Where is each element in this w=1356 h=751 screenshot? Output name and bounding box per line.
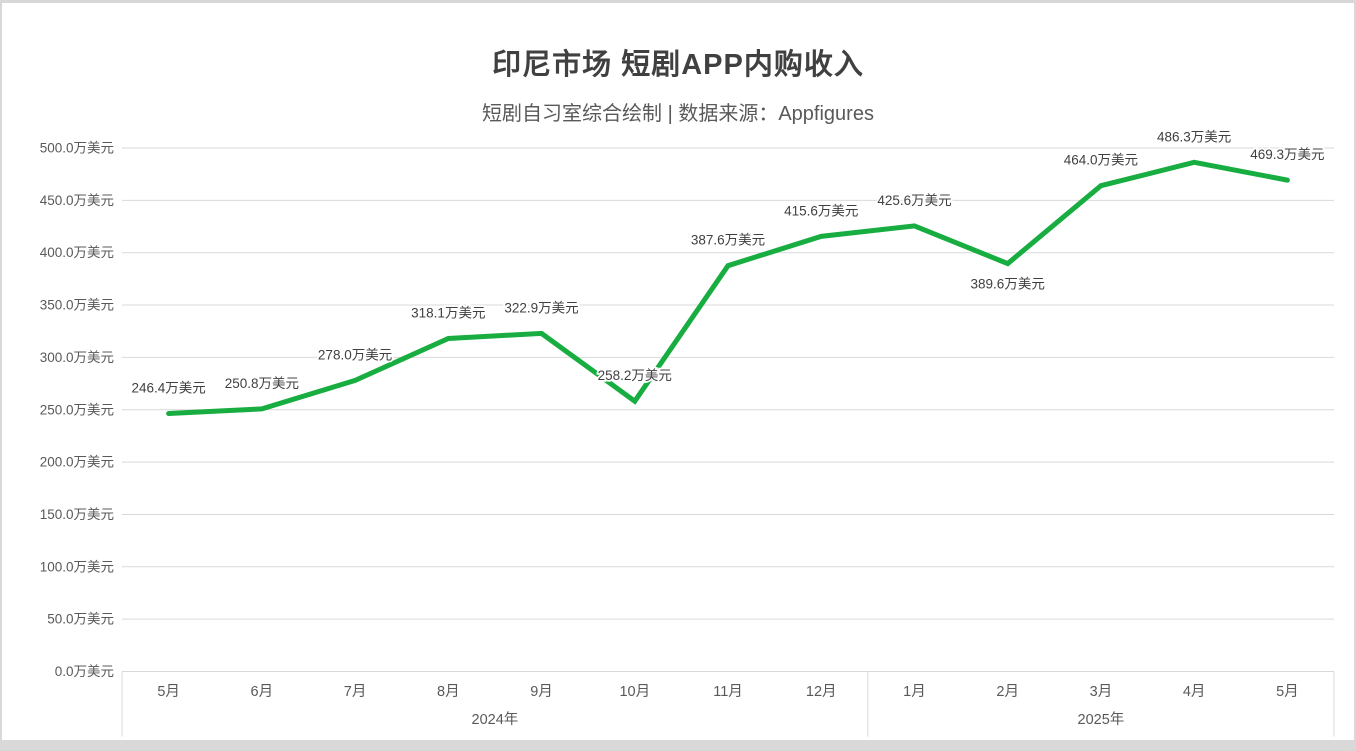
x-axis-month-label: 11月 <box>713 684 743 700</box>
y-axis-tick-label: 400.0万美元 <box>40 245 114 260</box>
x-axis-year-label: 2024年 <box>472 711 519 728</box>
data-label: 318.1万美元 <box>411 305 485 320</box>
y-axis-tick-label: 450.0万美元 <box>40 193 114 208</box>
y-axis-tick-label: 250.0万美元 <box>40 402 114 417</box>
window-bottom-edge <box>2 740 1354 749</box>
data-label: 425.6万美元 <box>877 193 951 208</box>
data-label: 389.6万美元 <box>971 277 1045 292</box>
x-axis-month-label: 4月 <box>1183 684 1206 700</box>
data-label: 246.4万美元 <box>131 381 205 396</box>
revenue-line <box>166 159 1290 417</box>
x-axis-month-label: 10月 <box>619 684 650 700</box>
x-axis-month-label: 6月 <box>251 684 274 700</box>
data-label: 258.2万美元 <box>598 368 672 383</box>
data-label: 469.3万美元 <box>1250 147 1324 162</box>
y-axis-tick-label: 300.0万美元 <box>40 350 114 365</box>
x-axis-month-label: 5月 <box>1276 684 1299 700</box>
x-axis-month-label: 5月 <box>157 684 180 700</box>
data-label: 322.9万美元 <box>504 300 578 315</box>
y-axis-tick-label: 350.0万美元 <box>40 298 114 313</box>
x-axis-month-label: 8月 <box>437 684 460 700</box>
x-axis-year-label: 2025年 <box>1078 711 1125 728</box>
y-axis-tick-label: 0.0万美元 <box>55 664 114 679</box>
chart-subtitle: 短剧自习室综合绘制 | 数据来源：Appfigures <box>482 103 874 125</box>
x-axis-month-label: 1月 <box>903 684 926 700</box>
y-axis-tick-label: 50.0万美元 <box>47 612 114 627</box>
data-label: 486.3万美元 <box>1157 129 1231 144</box>
data-label: 415.6万美元 <box>784 203 858 218</box>
data-label: 250.8万美元 <box>225 376 299 391</box>
chart-title: 印尼市场 短剧APP内购收入 <box>492 49 864 81</box>
y-axis-tick-label: 500.0万美元 <box>40 141 114 156</box>
x-axis-month-label: 2月 <box>996 684 1019 700</box>
data-label: 387.6万美元 <box>691 233 765 248</box>
data-label: 278.0万美元 <box>318 347 392 362</box>
x-axis-month-label: 9月 <box>530 684 553 700</box>
y-axis-tick-label: 100.0万美元 <box>40 559 114 574</box>
x-axis-month-label: 7月 <box>344 684 367 700</box>
x-axis-month-label: 12月 <box>806 684 837 700</box>
x-axis-month-label: 3月 <box>1090 684 1113 700</box>
y-axis-tick-label: 200.0万美元 <box>40 455 114 470</box>
y-axis-tick-label: 150.0万美元 <box>40 507 114 522</box>
data-label: 464.0万美元 <box>1064 153 1138 168</box>
